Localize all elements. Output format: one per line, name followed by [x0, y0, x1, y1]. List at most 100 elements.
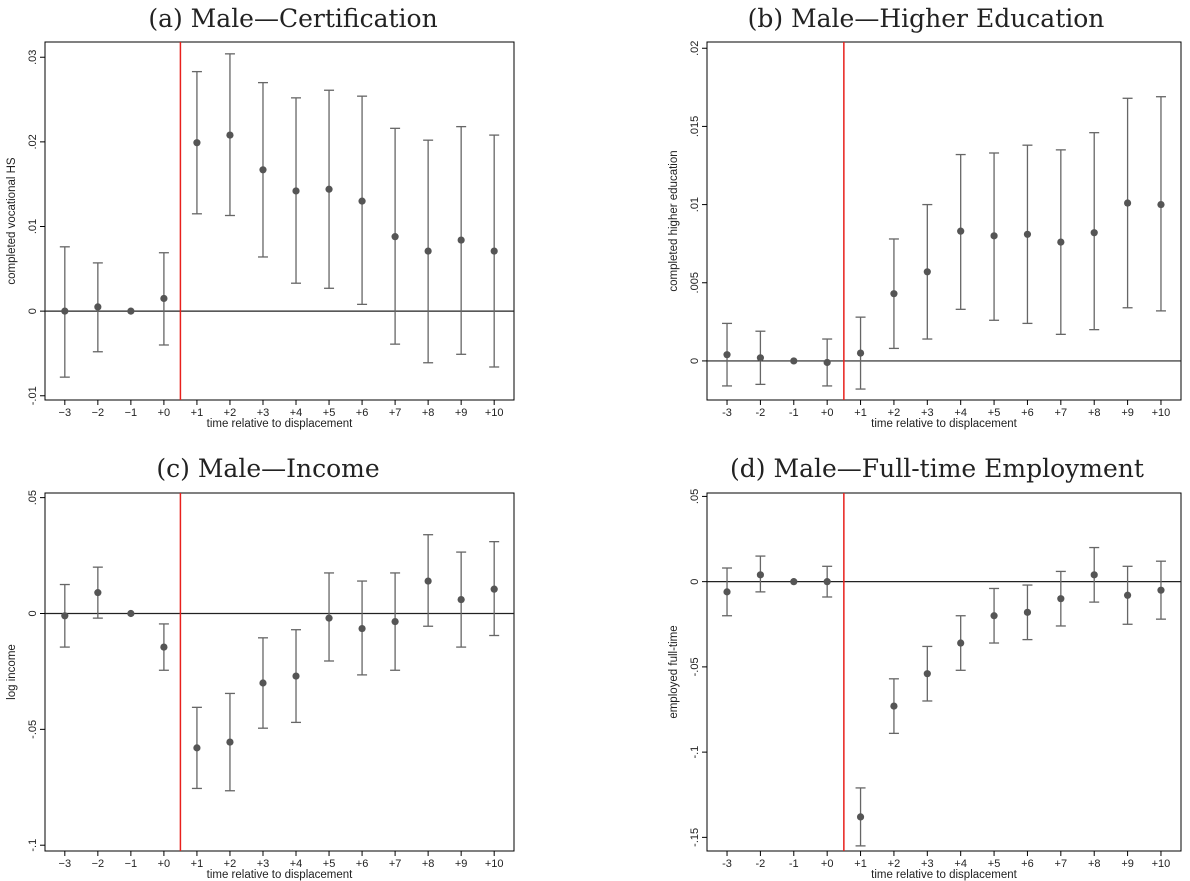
panel-b-x-tick-label: +5 [988, 407, 1001, 419]
panel-d-point [856, 813, 865, 821]
panel-a-point [61, 307, 69, 315]
panel-b-point [723, 351, 731, 359]
panel-a-point [424, 247, 432, 255]
panel-c-point [94, 589, 102, 597]
panel-c-point [490, 585, 498, 593]
panel-a-point [358, 197, 366, 205]
panel-d-point [790, 578, 798, 586]
panel-d-y-tick-label: 0 [689, 579, 701, 585]
panel-d-x-tick-label: +0 [821, 858, 834, 870]
panel-a: -.01 0 .01 .02 .03 completed vocational HS −3 −… [6, 41, 515, 430]
panel-a-x-tick-label: +5 [323, 407, 336, 419]
panel-a-point [292, 187, 300, 195]
panel-d-x-tick-label: +1 [854, 858, 867, 870]
panel-d-x-tick-label: +7 [1055, 858, 1068, 870]
panel-b-point [957, 227, 965, 235]
panel-a-point [94, 303, 102, 311]
panel-d-x-axis-label: time relative to displacement [871, 869, 1018, 881]
panel-c-x-tick-label: −1 [125, 858, 138, 870]
panel-d-point [923, 670, 931, 678]
panel-c-y-tick-label: -.1 [27, 839, 39, 852]
panel-b-point [790, 357, 798, 365]
panel-a-x-tick-label: +7 [389, 407, 402, 419]
panel-b-x-tick-label: +0 [821, 407, 834, 419]
panel-a-y-tick-label: 0 [27, 308, 39, 314]
panel-c-point [391, 618, 399, 626]
panel-b-x-tick-label: +2 [888, 407, 901, 419]
panel-a-x-tick-label: +9 [455, 407, 468, 419]
panel-b-y-tick-label: .015 [689, 116, 701, 137]
panel-d-point [823, 578, 831, 586]
panel-c-point [193, 744, 201, 752]
panel-b-point [1157, 200, 1165, 209]
panel-a-x-tick-label: +3 [257, 407, 270, 419]
panel-c-y-tick-label: .05 [27, 490, 39, 505]
panel-b-x-axis-label: time relative to displacement [871, 418, 1018, 430]
panel-c-x-tick-label: +1 [191, 858, 204, 870]
panel-c-x-tick-label: +8 [422, 858, 435, 870]
panel-d-y-tick-label: -.15 [689, 828, 701, 847]
panel-a-point [325, 185, 333, 193]
panel-c-x-tick-label: +10 [485, 858, 504, 870]
panel-b-point [1123, 199, 1132, 207]
panel-b-x-tick-label: -1 [789, 407, 799, 419]
panel-b: 0 .005 .01 .015 .02 completed higher educatio… [668, 41, 1182, 430]
panel-b-point [1023, 230, 1032, 238]
panel-a-x-tick-label: +10 [485, 407, 504, 419]
panel-d-point [1157, 586, 1165, 594]
panel-a-point [193, 139, 201, 147]
panel-b-x-tick-label: -3 [722, 407, 732, 419]
panel-c-x-axis-label: time relative to displacement [207, 869, 354, 881]
panel-b-x-tick-label: +3 [921, 407, 934, 419]
panel-c-x-tick-label: +7 [389, 858, 402, 870]
panel-d-point [890, 702, 898, 710]
panel-d-y-axis-label: employed full-time [668, 625, 680, 718]
panel-d-x-tick-label: +4 [954, 858, 967, 870]
panel-a-x-tick-label: +0 [158, 407, 171, 419]
panel-b-point [890, 290, 898, 298]
panel-c-x-tick-label: +3 [257, 858, 270, 870]
panel-b-y-tick-label: .005 [689, 272, 701, 293]
panel-a-x-tick-label: +1 [191, 407, 204, 419]
panel-c-x-tick-label: +6 [356, 858, 369, 870]
panel-c-x-tick-label: +5 [323, 858, 336, 870]
panel-a-x-axis-label: time relative to displacement [207, 418, 354, 430]
panel-c-x-tick-label: −2 [92, 858, 105, 870]
panel-d-x-tick-label: +9 [1121, 858, 1134, 870]
panel-d-title: (d) Male—Full-time Employment [730, 454, 1144, 483]
panel-d-frame [706, 492, 1182, 852]
panel-b-point [1090, 229, 1098, 237]
panel-d-point [1057, 595, 1065, 603]
panel-a-point [391, 233, 399, 241]
panel-b-x-tick-label: +6 [1021, 407, 1034, 419]
panel-b-y-tick-label: 0 [689, 358, 701, 364]
panel-d-point [756, 571, 765, 579]
panel-a-x-tick-label: −2 [92, 407, 105, 419]
panel-c-x-tick-label: +0 [158, 858, 171, 870]
panel-c-point [226, 738, 234, 746]
panel-d-y-tick-label: -.1 [689, 746, 701, 759]
panel-c-x-tick-label: +2 [224, 858, 237, 870]
panel-c-point [127, 609, 135, 618]
panel-c-frame [44, 492, 515, 852]
panel-a-point [490, 247, 498, 255]
panel-b-title: (b) Male—Higher Education [747, 4, 1105, 33]
panel-a-title: (a) Male—Certification [148, 4, 438, 33]
panel-c-point [457, 595, 465, 604]
panel-a-y-tick-label: .01 [27, 219, 39, 234]
panel-b-x-tick-label: +8 [1088, 407, 1101, 419]
panel-b-point [1057, 238, 1065, 246]
panel-b-point [823, 358, 831, 367]
panel-d-point [1123, 591, 1132, 599]
panel-c-x-tick-label: −3 [59, 858, 72, 870]
panel-c-point [259, 679, 267, 687]
panel-a-x-tick-label: +4 [290, 407, 303, 419]
panel-b-x-tick-label: +4 [954, 407, 967, 419]
panel-c: -.1 -.05 0 .05 log income −3 −2 −1 +0 +1 +2 +3 +4 +5 +… [6, 490, 515, 881]
panel-d-point [723, 588, 731, 596]
panel-b-point [856, 349, 865, 357]
panel-d-x-tick-label: +5 [988, 858, 1001, 870]
panel-b-x-tick-label: +7 [1055, 407, 1068, 419]
panel-c-point [358, 624, 366, 633]
panel-c-y-tick-label: 0 [27, 610, 39, 616]
